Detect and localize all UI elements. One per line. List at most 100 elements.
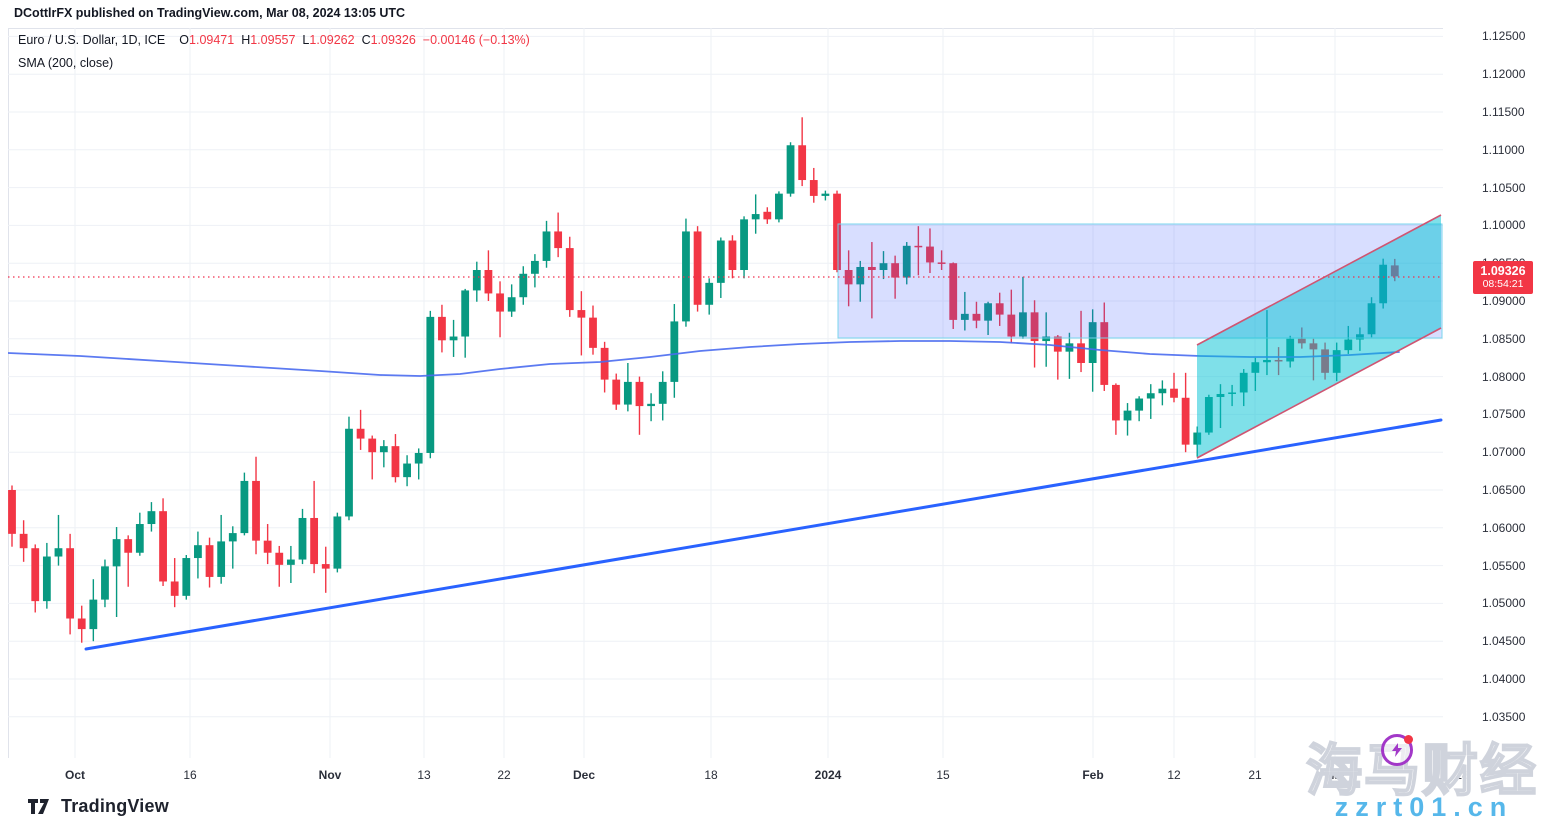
candle (658, 371, 667, 421)
ohlc-values: O1.09471 H1.09557 L1.09262 C1.09326 −0.00146… (172, 34, 530, 47)
candle (414, 448, 423, 480)
candle (1088, 309, 1097, 392)
candle (1042, 312, 1051, 367)
candle (1030, 300, 1039, 368)
candle (472, 261, 481, 302)
candle (275, 545, 284, 587)
candle (693, 226, 702, 312)
ohlc-value: 1.09471 (189, 33, 235, 47)
symbol-legend-row[interactable]: Euro / U.S. Dollar, 1D, ICE O1.09471 H 1.0… (18, 34, 530, 47)
candle (891, 255, 900, 299)
candle (914, 226, 923, 276)
candle (949, 262, 958, 329)
candle (42, 542, 51, 609)
candle (542, 220, 551, 268)
price-axis-label: 1.05000 (1482, 596, 1526, 611)
candle (263, 524, 272, 565)
price-axis-label: 1.08500 (1482, 331, 1526, 346)
time-axis[interactable]: Oct 16 Nov 13 22 Dec 18 2024 15 Feb 12 21 Mar 18 (0, 758, 1547, 790)
candle (600, 341, 609, 393)
candle (926, 228, 934, 274)
price-axis[interactable]: 1.12500 1.12000 1.11500 1.11000 1.10500 1.100… (1443, 28, 1547, 758)
candle (1065, 332, 1074, 379)
ohlc-key: L (302, 33, 310, 47)
time-axis-label: 12 (1167, 768, 1181, 782)
time-axis-label: 2024 (814, 768, 842, 782)
candle (240, 472, 249, 536)
candle (972, 301, 981, 329)
parallel-channel-drawing[interactable] (1197, 215, 1441, 458)
ohlc-value: 1.09326 (370, 33, 416, 47)
candle (66, 533, 74, 635)
last-price-badge: 1.09326 08:54:21 (1473, 261, 1533, 294)
price-axis-label: 1.06000 (1482, 520, 1526, 535)
time-axis-label: Nov (318, 768, 342, 782)
time-axis-label: 18 (704, 768, 718, 782)
candle (379, 440, 388, 468)
price-axis-label: 1.08000 (1482, 369, 1526, 384)
candle (426, 310, 435, 459)
candle (449, 319, 458, 357)
candle (159, 498, 167, 587)
symbol-title: Euro / U.S. Dollar, 1D, ICE (18, 33, 166, 47)
price-axis-label: 1.11500 (1482, 105, 1525, 119)
candle (647, 393, 655, 422)
tradingview-logo[interactable]: TradingView (28, 796, 169, 817)
candle (101, 559, 109, 608)
price-axis-label: 1.10500 (1482, 180, 1526, 195)
candle (112, 527, 121, 618)
price-axis-label: 1.10000 (1482, 218, 1526, 233)
candle (333, 512, 342, 573)
candle (589, 305, 597, 355)
candle (867, 242, 876, 319)
trendline-drawing[interactable] (84, 418, 1443, 651)
candle (496, 281, 504, 338)
time-axis-label: 22 (497, 768, 511, 782)
candle (286, 545, 295, 583)
candle (705, 278, 714, 315)
candle (716, 237, 725, 298)
candle (728, 235, 737, 279)
candle (879, 251, 888, 280)
chart-left-border (8, 28, 9, 758)
candle (1181, 372, 1190, 453)
candle (368, 435, 377, 480)
chart-legend: Euro / U.S. Dollar, 1D, ICE O1.09471 H 1.0… (18, 34, 530, 69)
candle (960, 291, 969, 331)
chart-top-border (8, 28, 1547, 29)
candle (565, 236, 574, 317)
ohlc-key: O (179, 33, 190, 47)
candle (321, 546, 330, 593)
indicator-legend-sma[interactable]: SMA (200, close) (18, 55, 114, 70)
candle (612, 373, 621, 410)
ohlc-key: H (241, 33, 251, 47)
watermark-red-dot (1404, 735, 1413, 744)
candle (391, 434, 400, 483)
candle (635, 376, 644, 435)
price-axis-label: 1.12500 (1482, 29, 1526, 44)
price-axis-label: 1.04000 (1482, 672, 1526, 686)
candle (484, 250, 493, 301)
candle (1135, 396, 1144, 422)
time-axis-label: 21 (1248, 768, 1262, 782)
candle (1158, 380, 1167, 406)
price-axis-label: 1.12000 (1482, 67, 1526, 82)
candle (31, 544, 40, 613)
candle (438, 304, 446, 353)
time-axis-label: 15 (936, 768, 950, 782)
candle (1053, 335, 1062, 380)
price-axis-label: 1.11000 (1482, 142, 1525, 157)
sma-200-line (8, 340, 1400, 377)
price-axis-label: 1.05500 (1482, 558, 1526, 573)
candle (1146, 384, 1155, 419)
time-axis-label: Oct (64, 768, 86, 782)
candle (670, 304, 679, 398)
price-axis-label: 1.04500 (1482, 634, 1526, 649)
candle (8, 485, 16, 547)
candle (182, 555, 191, 600)
ohlc-key: C (361, 33, 371, 47)
publish-attribution: DCottlrFX published on TradingView.com, … (14, 6, 406, 20)
candle (252, 456, 260, 555)
